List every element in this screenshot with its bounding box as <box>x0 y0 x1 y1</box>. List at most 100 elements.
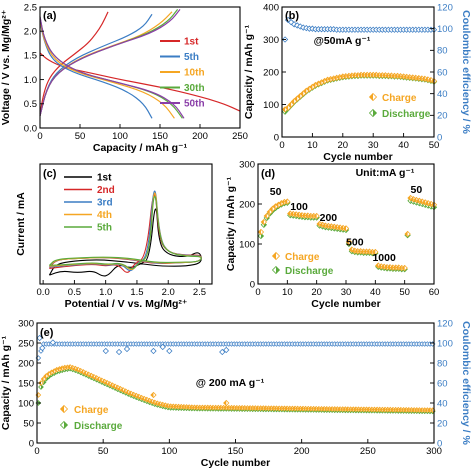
rate-label: 500 <box>346 237 364 249</box>
x-tick-label: 10 <box>282 287 293 298</box>
discharge-curve <box>39 52 241 112</box>
x-tick-label: 100 <box>112 131 128 142</box>
charge-point-fill <box>367 72 371 78</box>
charge-point-fill <box>296 212 300 218</box>
legend-charge-marker <box>271 251 281 261</box>
charge-point-fill <box>390 407 393 413</box>
y2-tick-label: 20 <box>437 111 448 122</box>
charge-point-fill <box>397 73 401 79</box>
y-tick-label: 1.0 <box>24 75 37 86</box>
legend-discharge-marker-fill <box>373 109 377 117</box>
charge-point-fill <box>361 72 365 78</box>
legend-charge-label: Charge <box>285 252 320 263</box>
charge-point-fill <box>284 199 288 205</box>
charge-point-fill <box>407 195 411 201</box>
charge-point-fill <box>274 405 277 411</box>
charge-curve <box>39 11 109 114</box>
y2-tick-label: 40 <box>437 398 448 409</box>
charge-point-fill <box>81 369 84 375</box>
charge-point-fill <box>384 264 388 270</box>
discharge-point <box>257 232 265 240</box>
unit-label: Unit:mA g⁻¹ <box>356 167 415 179</box>
panel-a: 1st 5th 10th 30th 50th 0 50 100 150 200 250 0.0 0.5 1… <box>0 2 248 154</box>
x-tick-label: 30 <box>368 140 379 151</box>
charge-point <box>117 385 124 392</box>
rate-label: 200 <box>320 212 338 224</box>
y2-tick-label: 0 <box>437 438 442 449</box>
charge-point-fill <box>295 406 298 411</box>
charge-point-fill <box>239 405 243 411</box>
charge-point-fill <box>319 222 323 228</box>
coulombic-efficiency-point <box>123 345 131 353</box>
legend-discharge-label: Discharge <box>74 421 123 432</box>
charge-point-fill <box>165 403 169 409</box>
charge-point-fill <box>131 392 134 397</box>
charge-point-fill <box>184 404 187 410</box>
charge-point-fill <box>430 407 433 413</box>
charge-point-fill <box>414 407 417 413</box>
charge-point-fill <box>346 239 349 245</box>
charge-point-fill <box>213 405 216 410</box>
charge-point-fill <box>275 202 279 208</box>
charge-point-fill <box>218 405 221 410</box>
charge-point-fill <box>331 224 335 230</box>
x-tick-label: 10 <box>307 140 318 151</box>
charge-point-fill <box>194 405 198 410</box>
charge-point <box>345 238 353 246</box>
y2-tick-label: 120 <box>437 2 453 13</box>
charge-point-fill <box>350 406 354 412</box>
y2-axis-label: Coulombic efficiency / % <box>460 321 472 445</box>
legend-discharge-marker-fill <box>64 421 68 429</box>
panel-label: (d) <box>261 168 275 180</box>
charge-point-fill <box>379 72 383 78</box>
charge-point-fill <box>290 211 294 217</box>
charge-point-fill <box>343 225 346 231</box>
charge-point-fill <box>237 405 240 411</box>
legend-label: 30th <box>184 83 205 94</box>
charge-point-fill <box>428 77 431 83</box>
charge-point-fill <box>374 407 378 412</box>
charge-point-fill <box>102 379 105 384</box>
charge-point-fill <box>210 405 214 410</box>
x-tick-label: 150 <box>152 131 168 142</box>
charge-point-fill <box>364 407 367 412</box>
charge-point <box>372 248 379 256</box>
charge-point-fill <box>385 72 389 79</box>
coulombic-efficiency-point <box>115 348 123 356</box>
charge-point <box>348 246 356 253</box>
charge-point-fill <box>395 407 399 413</box>
charge-point-fill <box>407 74 410 80</box>
charge-point-fill <box>332 406 335 412</box>
charge-point-fill <box>155 401 158 406</box>
charge-point-fill <box>96 376 100 382</box>
x-tick-label: 0.0 <box>37 287 50 298</box>
x-tick-label: 250 <box>360 446 376 457</box>
charge-point <box>88 372 95 379</box>
charge-point-fill <box>171 404 174 409</box>
charge-point-fill <box>288 101 292 108</box>
charge-point-fill <box>409 407 412 413</box>
charge-curve <box>39 11 173 117</box>
charge-point-fill <box>416 198 420 204</box>
discharge-point-fill <box>40 384 44 390</box>
charge-point <box>287 101 295 108</box>
charge-point-fill <box>133 393 137 398</box>
charge-point-fill <box>317 221 320 227</box>
charge-point-fill <box>366 249 370 255</box>
y-tick-label: 400 <box>263 2 279 13</box>
charge-point-fill <box>358 407 362 412</box>
charge-point-fill <box>51 368 55 374</box>
charge-point-fill <box>270 206 273 212</box>
charge-point-fill <box>382 72 386 78</box>
charge-point-fill <box>377 407 380 412</box>
x-tick-label: 250 <box>232 131 248 142</box>
charge-point-fill <box>160 402 163 407</box>
series-1st: 1st <box>39 11 241 114</box>
legend-label: 4th <box>97 210 112 221</box>
charge-point-fill <box>311 213 314 219</box>
x-tick-label: 150 <box>228 446 244 457</box>
panel-label: (b) <box>285 10 299 22</box>
rate-label: 50 <box>411 184 423 196</box>
charge-point-fill <box>345 406 348 412</box>
